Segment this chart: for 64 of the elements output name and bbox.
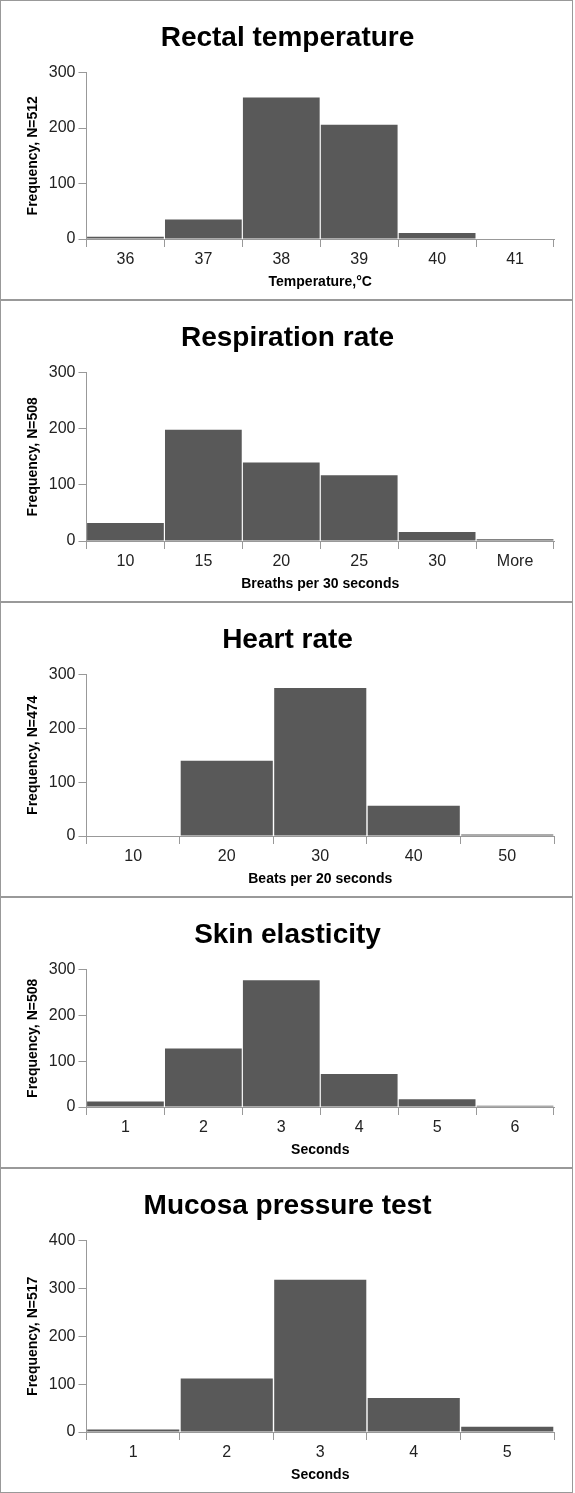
y-tick-label: 400 (48, 1231, 76, 1249)
x-tick-label: 20 (272, 552, 291, 570)
x-tick-label: More (496, 552, 534, 570)
x-axis-title: Seconds (291, 1466, 350, 1483)
y-tick-label: 200 (48, 1326, 76, 1344)
y-tick-label: 0 (66, 229, 76, 247)
chart-title: Respiration rate (180, 320, 395, 352)
y-tick-label: 100 (48, 772, 76, 790)
x-tick-label: 50 (498, 847, 517, 865)
x-tick-label: 4 (409, 1443, 419, 1461)
x-tick-label: 5 (432, 1118, 442, 1136)
y-tick-label: 0 (66, 826, 76, 844)
y-tick-label: 200 (48, 718, 76, 736)
x-tick-label: 30 (311, 847, 330, 865)
y-tick-label: 200 (48, 1005, 76, 1023)
x-tick-label: 5 (502, 1443, 512, 1461)
y-tick-label: 0 (66, 1097, 76, 1115)
y-tick-label: 100 (48, 173, 76, 191)
x-tick-label: 15 (194, 552, 213, 570)
x-tick-label: 20 (217, 847, 236, 865)
x-axis-title: Seconds (291, 1141, 350, 1158)
y-tick-label: 100 (48, 1051, 76, 1069)
y-axis-title: Frequency, N=474 (24, 695, 41, 815)
x-axis-title: Breaths per 30 seconds (241, 575, 400, 592)
x-tick-label: 40 (428, 250, 447, 268)
x-tick-label: 10 (116, 552, 135, 570)
y-tick-label: 300 (48, 665, 76, 683)
y-tick-label: 200 (48, 118, 76, 136)
x-tick-label: 1 (128, 1443, 138, 1461)
y-tick-label: 300 (48, 363, 76, 381)
x-tick-label: 38 (272, 250, 291, 268)
x-tick-label: 39 (350, 250, 369, 268)
y-axis-title: Frequency, N=508 (24, 978, 41, 1098)
x-tick-label: 3 (276, 1118, 286, 1136)
chart-title: Mucosa pressure test (143, 1188, 432, 1220)
x-tick-label: 36 (116, 250, 135, 268)
chart-title: Rectal temperature (160, 20, 415, 52)
x-tick-label: 3 (315, 1443, 325, 1461)
x-tick-label: 25 (350, 552, 369, 570)
x-tick-label: 2 (222, 1443, 232, 1461)
y-tick-label: 200 (48, 419, 76, 437)
y-tick-label: 300 (48, 960, 76, 978)
x-axis-title: Beats per 20 seconds (248, 870, 393, 887)
x-tick-label: 30 (428, 552, 447, 570)
x-tick-label: 1 (121, 1118, 130, 1136)
x-tick-label: 6 (510, 1118, 520, 1136)
y-axis-title: Frequency, N=517 (24, 1276, 41, 1396)
x-tick-label: 4 (354, 1118, 364, 1136)
y-tick-label: 0 (66, 1422, 76, 1440)
x-tick-label: 40 (404, 847, 423, 865)
x-axis-title: Temperature,°C (268, 273, 372, 290)
x-tick-label: 2 (198, 1118, 208, 1136)
y-tick-label: 300 (48, 1278, 76, 1296)
y-axis-title: Frequency, N=512 (24, 96, 41, 216)
chart-title: Heart rate (222, 622, 353, 654)
x-tick-label: 37 (194, 250, 213, 268)
y-tick-label: 300 (48, 63, 76, 81)
y-tick-label: 100 (48, 475, 76, 493)
y-axis-title: Frequency, N=508 (24, 397, 41, 517)
x-tick-label: 10 (124, 847, 143, 865)
y-tick-label: 0 (66, 531, 76, 549)
x-tick-label: 41 (506, 250, 525, 268)
chart-title: Skin elasticity (194, 917, 382, 949)
y-tick-label: 100 (48, 1374, 76, 1392)
